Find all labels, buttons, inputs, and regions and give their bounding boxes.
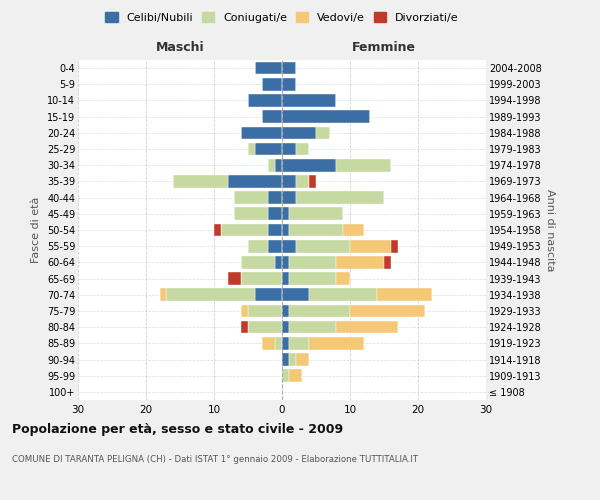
Bar: [241, 304, 248, 318]
Bar: [166, 288, 255, 301]
Text: Popolazione per età, sesso e stato civile - 2009: Popolazione per età, sesso e stato civil…: [12, 422, 343, 436]
Y-axis label: Fasce di età: Fasce di età: [31, 197, 41, 263]
Bar: [275, 256, 282, 268]
Text: COMUNE DI TARANTA PELIGNA (CH) - Dati ISTAT 1° gennaio 2009 - Elaborazione TUTTI: COMUNE DI TARANTA PELIGNA (CH) - Dati IS…: [12, 455, 418, 464]
Bar: [248, 94, 282, 107]
Bar: [296, 192, 384, 204]
Bar: [289, 370, 302, 382]
Bar: [289, 272, 337, 285]
Bar: [282, 110, 370, 123]
Bar: [343, 224, 364, 236]
Y-axis label: Anni di nascita: Anni di nascita: [545, 188, 556, 271]
Bar: [289, 337, 309, 349]
Text: Maschi: Maschi: [155, 40, 205, 54]
Bar: [282, 175, 296, 188]
Bar: [282, 159, 337, 172]
Bar: [289, 353, 296, 366]
Bar: [282, 256, 289, 268]
Bar: [282, 78, 296, 90]
Bar: [289, 304, 350, 318]
Bar: [282, 224, 289, 236]
Bar: [309, 337, 364, 349]
Bar: [282, 62, 296, 74]
Bar: [282, 353, 289, 366]
Bar: [289, 208, 343, 220]
Bar: [289, 224, 343, 236]
Bar: [337, 272, 350, 285]
Bar: [377, 288, 431, 301]
Bar: [282, 304, 289, 318]
Bar: [235, 192, 268, 204]
Bar: [248, 304, 282, 318]
Bar: [296, 142, 309, 156]
Bar: [235, 208, 268, 220]
Bar: [248, 240, 268, 252]
Bar: [282, 192, 296, 204]
Bar: [275, 337, 282, 349]
Bar: [262, 110, 282, 123]
Bar: [282, 142, 296, 156]
Bar: [173, 175, 227, 188]
Bar: [241, 321, 248, 334]
Bar: [275, 159, 282, 172]
Bar: [268, 208, 282, 220]
Bar: [296, 175, 309, 188]
Bar: [241, 126, 282, 139]
Bar: [255, 142, 282, 156]
Bar: [309, 175, 316, 188]
Bar: [268, 192, 282, 204]
Bar: [337, 159, 391, 172]
Bar: [282, 370, 289, 382]
Bar: [268, 240, 282, 252]
Bar: [262, 78, 282, 90]
Bar: [241, 272, 282, 285]
Bar: [391, 240, 398, 252]
Legend: Celibi/Nubili, Coniugati/e, Vedovi/e, Divorziati/e: Celibi/Nubili, Coniugati/e, Vedovi/e, Di…: [101, 8, 463, 28]
Bar: [214, 224, 221, 236]
Bar: [282, 272, 289, 285]
Bar: [337, 321, 398, 334]
Bar: [248, 321, 282, 334]
Bar: [296, 353, 309, 366]
Bar: [350, 304, 425, 318]
Bar: [309, 288, 377, 301]
Bar: [160, 288, 166, 301]
Bar: [221, 224, 268, 236]
Bar: [268, 159, 275, 172]
Bar: [296, 240, 350, 252]
Bar: [268, 224, 282, 236]
Bar: [282, 288, 309, 301]
Bar: [227, 175, 282, 188]
Text: Femmine: Femmine: [352, 40, 416, 54]
Bar: [282, 126, 316, 139]
Bar: [255, 62, 282, 74]
Bar: [282, 240, 296, 252]
Bar: [337, 256, 384, 268]
Bar: [289, 321, 337, 334]
Bar: [227, 272, 241, 285]
Bar: [255, 288, 282, 301]
Bar: [241, 256, 275, 268]
Bar: [350, 240, 391, 252]
Bar: [282, 321, 289, 334]
Bar: [248, 142, 255, 156]
Bar: [282, 208, 289, 220]
Bar: [282, 337, 289, 349]
Bar: [262, 337, 275, 349]
Bar: [316, 126, 329, 139]
Bar: [384, 256, 391, 268]
Bar: [289, 256, 337, 268]
Bar: [282, 94, 337, 107]
